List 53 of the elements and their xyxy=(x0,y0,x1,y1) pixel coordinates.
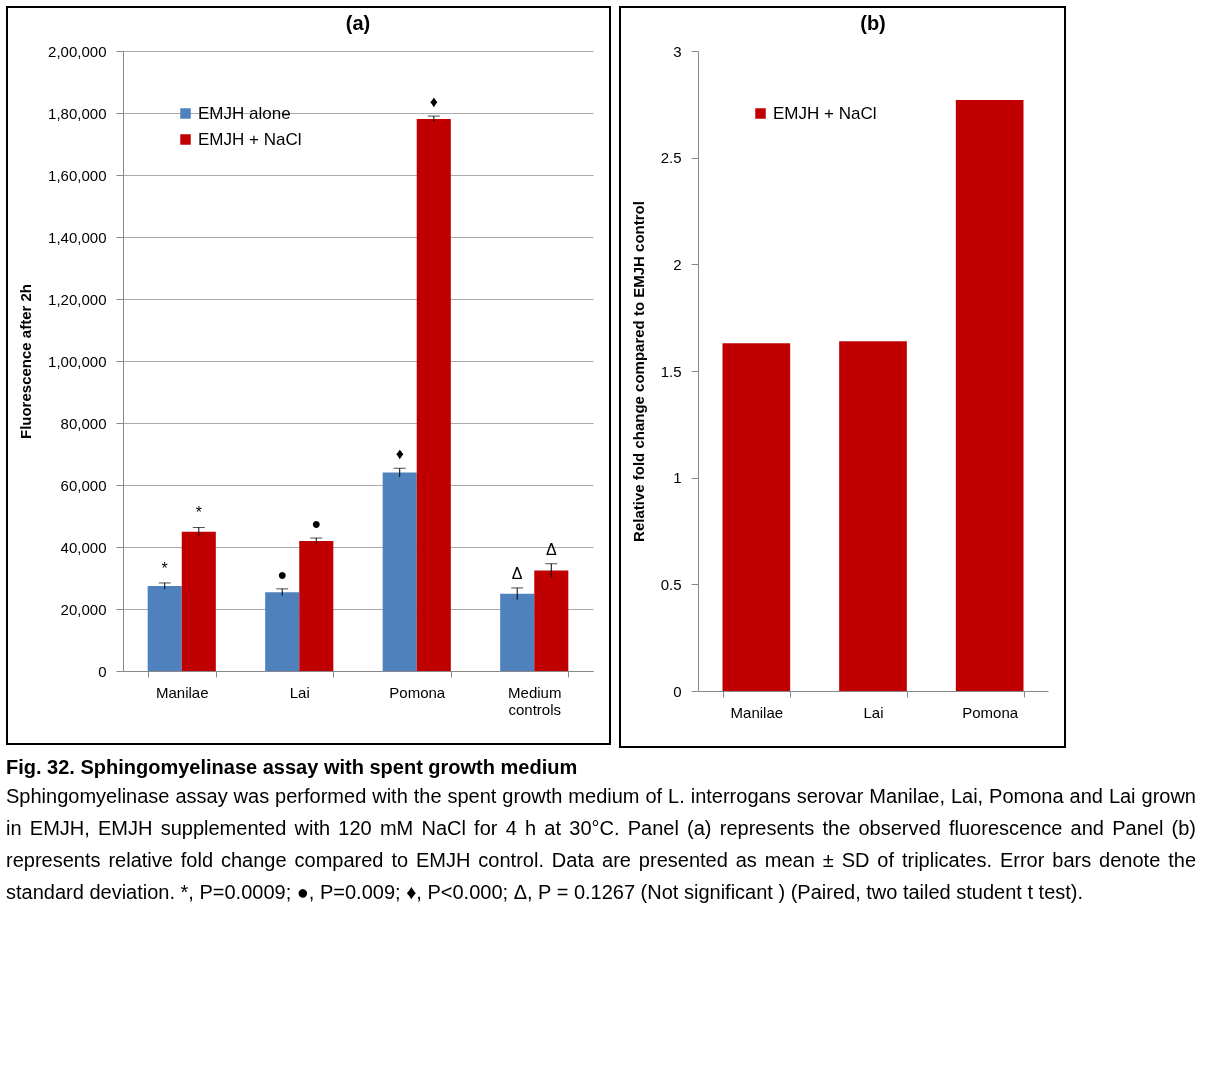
y-axis-title: Relative fold change compared to EMJH control xyxy=(629,201,647,542)
annotation: ♦ xyxy=(395,445,404,463)
bar xyxy=(534,570,569,671)
bar xyxy=(265,592,300,671)
bar xyxy=(382,472,417,671)
annotation: ● xyxy=(277,565,288,583)
bar xyxy=(147,586,182,671)
x-tick-label: Lai xyxy=(289,683,310,701)
chart-title: (a) xyxy=(345,12,371,34)
annotation: ● xyxy=(311,515,322,533)
annotation: * xyxy=(161,559,168,577)
y-tick-label: 1.5 xyxy=(660,362,682,380)
bar xyxy=(839,341,907,691)
y-tick-label: 40,000 xyxy=(60,538,107,556)
y-tick-label: 1,60,000 xyxy=(48,166,107,184)
y-tick-label: 0 xyxy=(673,682,682,700)
text: Sphingomyelinase assay was performed with the spent growth medium of L. interrogans serovar Manilae, Lai, Pomona and Lai grown in EMJH, EMJH supplemented with 120 mM NaCl for 4 h at 30°C. Panel (a) represents the observed fluorescence and Panel (b) represents relative fold change compared to EMJH control. Data are presented as mean ± SD of triplicates. Error bars denote the standard deviation. *, P=0.0009; ●, P=0.009; ♦, P<0.000; Δ, P = 0.1267 (Not significant ) (Paired, two tailed student t test). xyxy=(6,784,1196,905)
y-tick-label: 3 xyxy=(673,42,682,60)
legend-label: EMJH + NaCl xyxy=(198,129,302,149)
y-tick-label: 1,80,000 xyxy=(48,104,107,122)
bar xyxy=(722,343,791,691)
bar xyxy=(181,531,216,671)
x-tick-label: Manilae xyxy=(155,683,209,701)
y-tick-label: 20,000 xyxy=(60,600,107,618)
y-tick-label: 1,20,000 xyxy=(48,290,107,308)
y-axis-title: Fluorescence after 2h xyxy=(17,283,35,440)
bar xyxy=(500,593,535,671)
y-tick-label: 2.5 xyxy=(660,149,682,167)
y-tick-label: 2,00,000 xyxy=(48,42,107,60)
y-tick-label: 80,000 xyxy=(60,414,107,432)
bar xyxy=(299,541,334,671)
annotation: ♦ xyxy=(429,93,438,111)
bar xyxy=(955,100,1024,691)
bar xyxy=(416,118,451,671)
y-tick-label: 60,000 xyxy=(60,476,107,494)
y-tick-label: 1,00,000 xyxy=(48,352,107,370)
x-tick-label: Pomona xyxy=(389,683,446,701)
x-tick-label: Medium controls xyxy=(508,683,562,718)
y-tick-label: 1 xyxy=(673,469,682,487)
y-tick-label: 0 xyxy=(98,662,107,680)
annotation: Δ xyxy=(545,540,557,558)
x-tick-label: Pomona xyxy=(962,703,1019,721)
y-tick-label: 2 xyxy=(673,255,682,273)
chart-title: (b) xyxy=(860,12,886,34)
y-tick-label: 1,40,000 xyxy=(48,228,107,246)
legend-label: EMJH alone xyxy=(198,103,291,123)
caption: Fig. 32. Sphingomyelinase assay with spent growth medium xyxy=(6,755,579,780)
annotation: Δ xyxy=(511,564,523,582)
x-tick-label: Lai xyxy=(863,703,884,721)
legend-label: EMJH + NaCl xyxy=(773,103,877,123)
x-tick-label: Manilae xyxy=(730,703,784,721)
annotation: * xyxy=(195,504,202,522)
y-tick-label: 0.5 xyxy=(660,575,682,593)
